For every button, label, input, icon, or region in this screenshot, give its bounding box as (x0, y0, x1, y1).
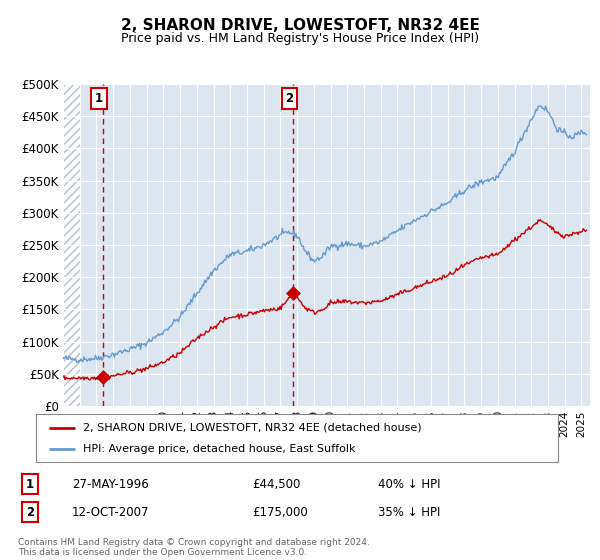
Bar (63, 84, 80, 406)
Text: 40% ↓ HPI: 40% ↓ HPI (378, 478, 440, 491)
Text: 1: 1 (26, 478, 34, 491)
Text: 12-OCT-2007: 12-OCT-2007 (72, 506, 149, 519)
Text: 35% ↓ HPI: 35% ↓ HPI (378, 506, 440, 519)
Text: 2, SHARON DRIVE, LOWESTOFT, NR32 4EE (detached house): 2, SHARON DRIVE, LOWESTOFT, NR32 4EE (de… (83, 423, 422, 433)
Text: Contains HM Land Registry data © Crown copyright and database right 2024.
This d: Contains HM Land Registry data © Crown c… (18, 538, 370, 557)
Text: £44,500: £44,500 (252, 478, 301, 491)
Text: £175,000: £175,000 (252, 506, 308, 519)
Text: 27-MAY-1996: 27-MAY-1996 (72, 478, 149, 491)
Text: 2, SHARON DRIVE, LOWESTOFT, NR32 4EE: 2, SHARON DRIVE, LOWESTOFT, NR32 4EE (121, 18, 479, 33)
Text: Price paid vs. HM Land Registry's House Price Index (HPI): Price paid vs. HM Land Registry's House … (121, 32, 479, 45)
Text: HPI: Average price, detached house, East Suffolk: HPI: Average price, detached house, East… (83, 444, 355, 454)
Bar (63, 84, 80, 406)
Text: 2: 2 (285, 92, 293, 105)
Text: 2: 2 (26, 506, 34, 519)
Text: 1: 1 (95, 92, 103, 105)
